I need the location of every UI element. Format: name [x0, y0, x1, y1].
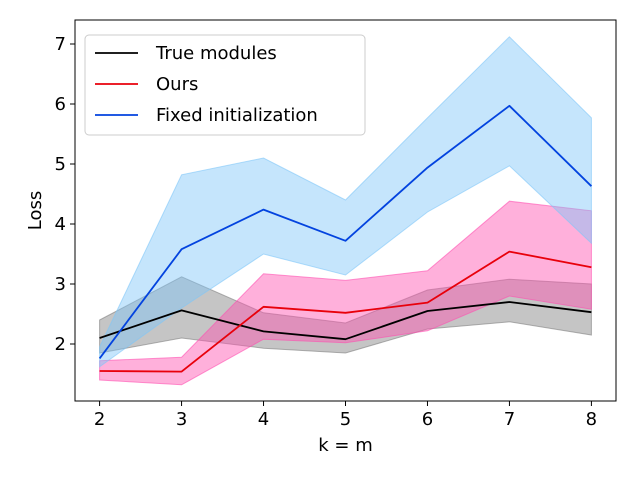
y-axis-label: Loss: [25, 191, 46, 230]
legend-label: Fixed initialization: [156, 105, 318, 126]
line-series-1: [99, 250, 592, 373]
x-tick-label: 6: [422, 409, 433, 430]
legend: True modules Ours Fixed initialization: [84, 34, 366, 136]
x-tick-label: 5: [340, 409, 351, 430]
legend-box: [84, 34, 366, 136]
y-tick-label: 7: [55, 34, 66, 55]
x-tick-label: 7: [504, 409, 515, 430]
series-lines: [98, 104, 593, 373]
line-series-2: [98, 104, 593, 359]
band-series-2: [99, 36, 592, 368]
y-tick-label: 3: [55, 274, 66, 295]
y-tick-label: 2: [55, 334, 66, 355]
x-tick-label: 2: [94, 409, 105, 430]
x-axis-label: k = m: [318, 435, 372, 456]
x-tick-label: 4: [258, 409, 269, 430]
y-axis-ticks: 2 3 4 5 6 7: [55, 34, 75, 355]
y-tick-label: 5: [55, 154, 66, 175]
x-axis-ticks: 2 3 4 5 6 7 8: [94, 401, 597, 430]
y-tick-label: 6: [55, 94, 66, 115]
y-tick-label: 4: [55, 214, 66, 235]
x-tick-label: 8: [586, 409, 597, 430]
line-series-0: [99, 301, 592, 341]
legend-label: Ours: [156, 74, 198, 95]
band-series-0: [99, 276, 592, 354]
legend-label: True modules: [155, 43, 277, 64]
x-tick-label: 3: [176, 409, 187, 430]
